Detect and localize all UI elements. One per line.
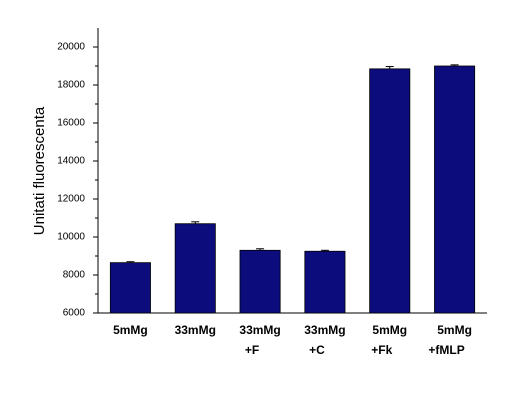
x-tick-label: 33mMg	[304, 323, 345, 337]
x-tick-label: +Fk	[371, 343, 392, 357]
x-tick-label: 5mMg	[372, 323, 407, 337]
y-tick-label: 6000	[63, 308, 86, 319]
bar	[434, 65, 476, 314]
y-tick-label: 20000	[57, 42, 85, 53]
x-tick-label: +F	[245, 343, 259, 357]
bar	[304, 250, 346, 314]
y-tick-label: 14000	[57, 156, 85, 167]
x-tick-label: 33mMg	[175, 323, 216, 337]
y-tick-label: 16000	[57, 118, 85, 129]
x-tick-label: 33mMg	[239, 323, 280, 337]
bar	[174, 223, 216, 314]
y-tick-label: 8000	[63, 270, 86, 281]
bar	[239, 249, 281, 314]
y-tick-label: 12000	[57, 194, 85, 205]
x-tick-label: +C	[309, 343, 325, 357]
bar	[109, 262, 151, 314]
x-tick-label: 5mMg	[437, 323, 472, 337]
y-tick-label: 10000	[57, 232, 85, 243]
y-tick-label: 18000	[57, 80, 85, 91]
bar	[369, 68, 411, 314]
x-tick-label: 5mMg	[113, 323, 148, 337]
x-tick-label: +fMLP	[428, 343, 464, 357]
y-axis-label: Unitati fluorescenta	[31, 106, 48, 235]
